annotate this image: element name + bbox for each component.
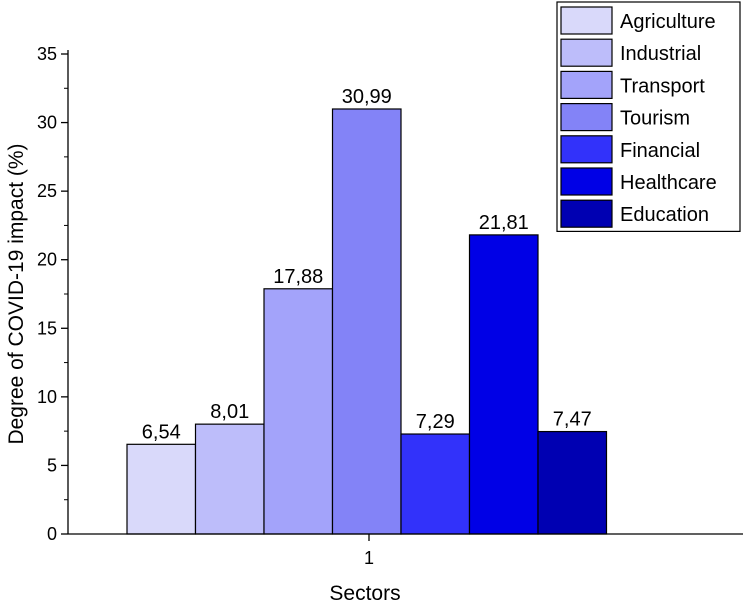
y-axis-title: Degree of COVID-19 impact (%) xyxy=(5,143,28,444)
y-tick-label: 15 xyxy=(37,318,57,338)
bar-industrial xyxy=(194,423,265,535)
axes-group: Sectors Degree of COVID-19 impact (%) 0 5… xyxy=(5,44,743,605)
legend-swatch-transport xyxy=(560,70,613,100)
y-tick-label: 35 xyxy=(37,44,57,64)
data-label-transport: 17,88 xyxy=(273,266,323,288)
legend-label-tourism: Tourism xyxy=(620,108,690,130)
data-label-financial: 7,29 xyxy=(416,411,455,433)
y-tick-label: 10 xyxy=(37,387,57,407)
bar-education xyxy=(537,430,608,535)
bar-financial xyxy=(400,433,471,535)
y-tick-label: 0 xyxy=(47,524,57,544)
legend-swatch-healthcare xyxy=(560,167,613,196)
legend: Agriculture Industrial Transport Tourism Fin… xyxy=(556,1,741,232)
bar-transport xyxy=(263,288,334,535)
bar-tourism xyxy=(331,108,402,535)
data-label-industrial: 8,01 xyxy=(210,401,249,423)
legend-swatch-tourism xyxy=(560,102,613,132)
data-label-tourism: 30,99 xyxy=(342,86,392,108)
data-label-agriculture: 6,54 xyxy=(142,421,181,443)
legend-swatch-agriculture xyxy=(560,6,613,35)
legend-label-healthcare: Healthcare xyxy=(620,172,717,194)
data-labels-group: 6,54 8,01 17,88 30,99 7,29 21,81 7,47 xyxy=(142,86,592,443)
y-tick-label: 25 xyxy=(37,181,57,201)
y-tick-label: 30 xyxy=(37,113,57,133)
data-label-education: 7,47 xyxy=(553,409,592,431)
legend-label-transport: Transport xyxy=(620,75,705,97)
legend-swatch-industrial xyxy=(560,38,613,67)
legend-label-industrial: Industrial xyxy=(620,43,701,65)
x-axis-title: Sectors xyxy=(329,582,400,605)
bar-agriculture xyxy=(126,443,197,535)
bars-group xyxy=(126,108,608,535)
y-tick-label: 5 xyxy=(47,455,57,475)
legend-swatch-education xyxy=(560,199,613,228)
legend-label-financial: Financial xyxy=(620,140,700,162)
x-tick-label: 1 xyxy=(364,548,374,568)
legend-swatch-financial xyxy=(560,135,613,164)
bar-healthcare xyxy=(468,234,539,535)
y-tick-label: 20 xyxy=(37,250,57,270)
data-label-healthcare: 21,81 xyxy=(479,212,529,234)
legend-label-education: Education xyxy=(620,204,709,226)
legend-label-agriculture: Agriculture xyxy=(620,11,716,33)
